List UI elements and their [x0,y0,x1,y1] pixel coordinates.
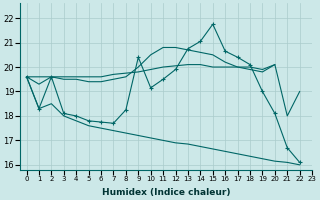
X-axis label: Humidex (Indice chaleur): Humidex (Indice chaleur) [102,188,230,197]
